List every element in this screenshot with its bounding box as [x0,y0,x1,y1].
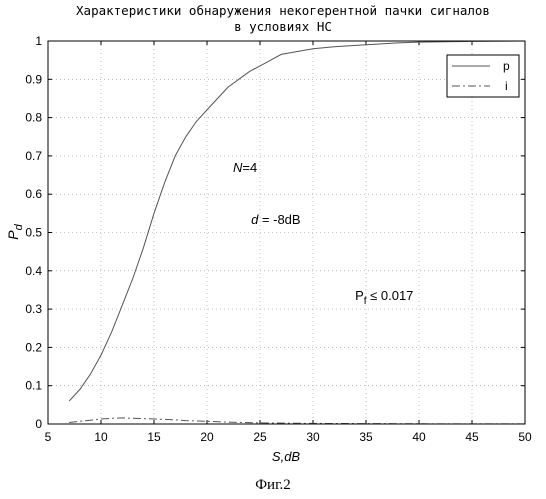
x-tick-label: 35 [359,430,373,444]
annotation-pf-value: ≤ 0.017 [367,288,414,303]
annotation-n-value: =4 [242,160,257,175]
legend-label-p: p [503,59,510,73]
y-axis-label: Pd [5,223,25,239]
y-tick-label: 0.8 [25,111,42,125]
y-tick-labels: 0 0.1 0.2 0.3 0.4 0.5 0.6 0.7 0.8 0.9 1 [25,34,42,431]
legend: p i [447,55,519,97]
x-tick-labels: 5 10 15 20 25 30 35 40 45 50 [45,430,532,444]
y-tick-label: 0.9 [25,72,42,86]
x-tick-label: 30 [306,430,320,444]
x-axis-label: S,dB [272,449,301,464]
svg-text:Pd: Pd [5,223,25,239]
y-tick-label: 0.4 [25,264,42,278]
x-tick-label: 15 [147,430,161,444]
annotation-n: N=4 [233,160,257,175]
x-tick-label: 25 [253,430,267,444]
x-tick-label: 45 [465,430,479,444]
plot-area [48,41,525,424]
y-tick-label: 0.2 [25,340,42,354]
y-tick-label: 0.1 [25,379,42,393]
y-tick-label: 0.3 [25,302,42,316]
x-tick-label: 50 [518,430,532,444]
y-tick-label: 0.5 [25,226,42,240]
y-tick-label: 0.6 [25,187,42,201]
x-tick-label: 20 [200,430,214,444]
figure-caption: Фиг.2 [255,477,291,493]
x-tick-label: 40 [412,430,426,444]
y-tick-label: 1 [35,34,42,48]
y-axis-label-sub: d [13,223,25,230]
chart-title-line1: Характеристики обнаружения некогерентной… [76,3,490,18]
x-tick-label: 10 [94,430,108,444]
legend-label-i: i [505,79,508,93]
annotation-pf-main: P [355,288,364,303]
annotation-d: d = -8dB [233,212,311,227]
chart-title-line2: в условиях НС [234,19,332,34]
x-tick-label: 5 [45,430,52,444]
y-tick-label: 0.7 [25,149,42,163]
y-tick-label: 0 [35,417,42,431]
annotation-d-value: = -8dB [258,212,300,227]
plot-background [48,41,525,424]
